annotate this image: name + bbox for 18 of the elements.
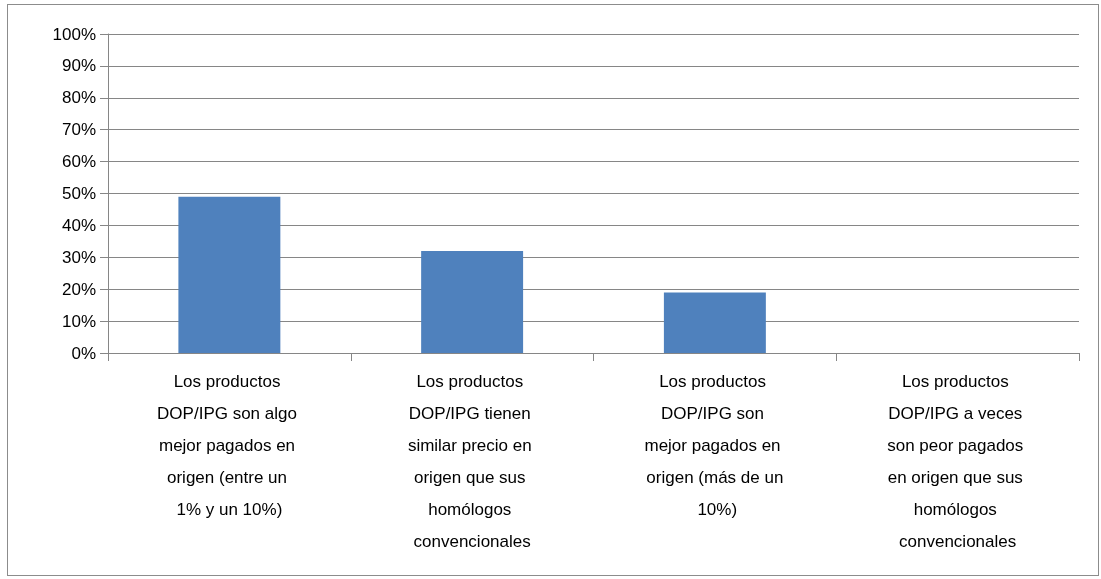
y-tick-label: 100% [52,24,96,44]
y-tick-label: 60% [61,152,96,172]
y-tick-label: 70% [61,120,96,140]
y-tick-label: 40% [61,215,96,235]
y-tick-label: 0% [71,343,96,363]
y-tick-label: 50% [61,184,96,203]
y-tick-label: 20% [61,279,96,299]
x-tick-label: Los productos DOP/IPG a veces son peor pagados en origen que sus homólogos convencionales [887,371,1029,551]
x-tick-label: Los productos DOP/IPG son mejor pagados en origen (más de un 10%) [644,371,786,519]
x-tick-label: Los productos DOP/IPG son algo mejor pagados en origen (entre un 1% y un 10%) [157,371,302,519]
y-tick-label: 10% [61,311,96,331]
y-tick-label: 80% [61,88,96,108]
y-tick-label: 90% [61,56,96,76]
x-tick-label: Los productos DOP/IPG tienen similar precio en origen que sus homólogos convencionales [407,371,537,551]
bar [178,196,281,353]
y-tick-label: 30% [61,247,96,267]
bar [663,292,766,353]
bar [421,250,524,353]
